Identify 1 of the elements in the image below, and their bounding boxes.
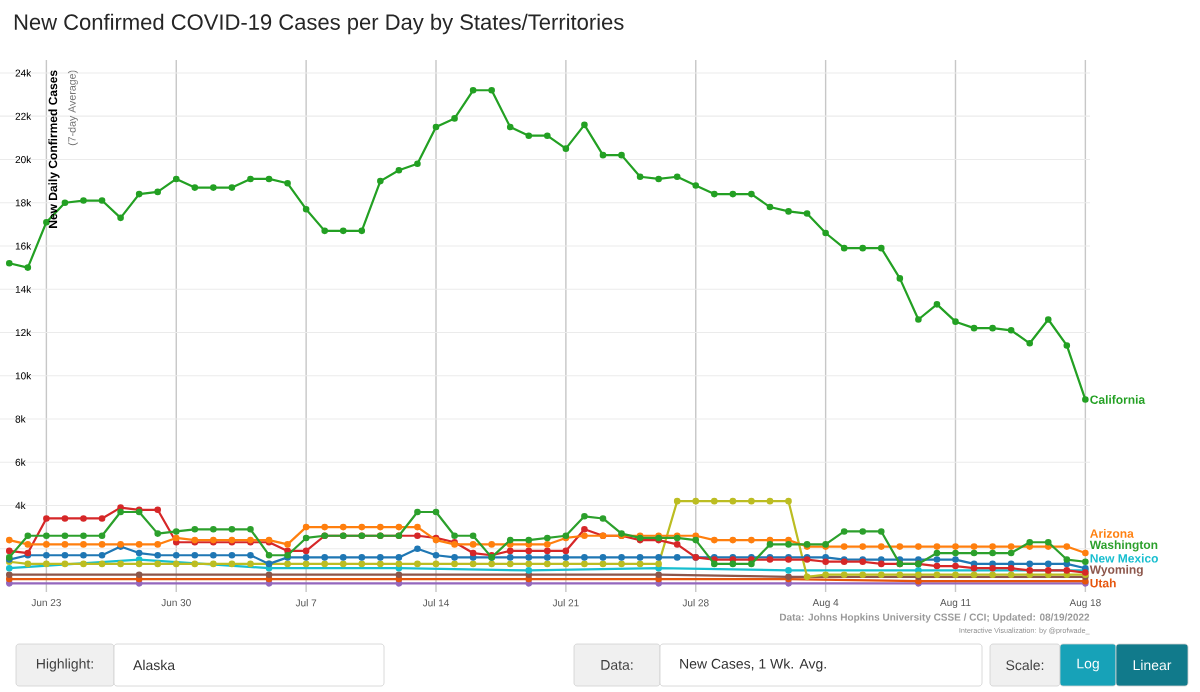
chart-title: New Confirmed COVID-19 Cases per Day by States/Territories: [14, 13, 624, 35]
